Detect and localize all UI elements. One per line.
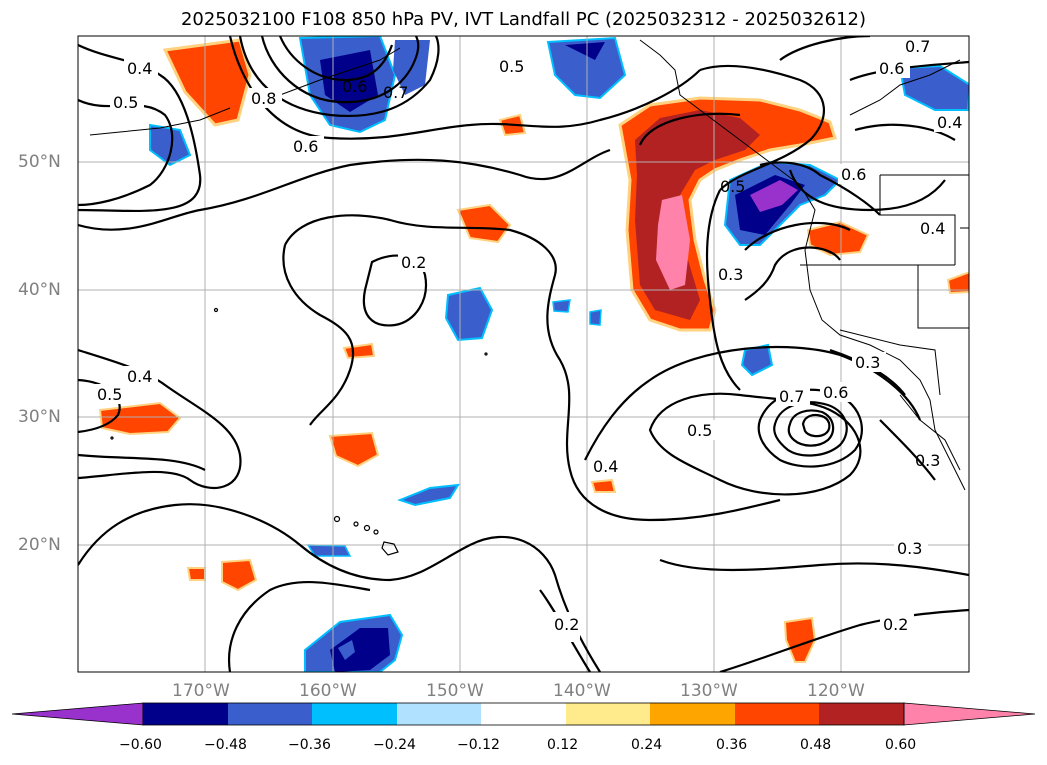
contour-label: 0.5: [720, 177, 745, 196]
contour-label: 0.6: [342, 77, 367, 96]
contour-label: 0.6: [879, 59, 904, 78]
shade-positive: [946, 271, 969, 295]
lon-label: 170°W: [172, 681, 230, 701]
shade-positive: [590, 478, 617, 493]
shade-positive: [221, 558, 258, 592]
shade-positive: [342, 342, 376, 360]
contour-label: 0.6: [293, 137, 318, 156]
shade-negative: [397, 483, 460, 507]
coastlines: [89, 39, 969, 491]
lat-label: 40°N: [18, 280, 61, 300]
contour-label: 0.6: [841, 165, 866, 184]
shade-positive: [186, 567, 206, 581]
contour-label: 0.4: [127, 367, 152, 386]
contour-label: 0.5: [499, 57, 524, 76]
graticule: [78, 36, 969, 672]
colorbar-tick-label: −0.60: [119, 737, 162, 753]
shade-negative: [589, 309, 602, 326]
shade-negative: [565, 42, 605, 60]
hawaiian-islands: [110, 307, 488, 556]
shade-positive: [162, 38, 252, 127]
contour-label: 0.7: [779, 387, 804, 406]
shade-negative: [149, 123, 192, 167]
shade-negative: [552, 299, 571, 313]
lon-label: 150°W: [426, 681, 484, 701]
contour-label: 0.3: [718, 265, 743, 284]
contour-label: 0.3: [855, 353, 880, 372]
contour-label: 0.4: [920, 219, 945, 238]
shade-extreme-negative: [750, 180, 798, 212]
shade-positive: [806, 220, 870, 257]
colorbar: [11, 702, 1036, 726]
lon-label: 160°W: [299, 681, 357, 701]
lon-label: 130°W: [680, 681, 738, 701]
contour-label: 0.6: [823, 383, 848, 402]
contour-label: 0.4: [937, 113, 962, 132]
lat-label: 20°N: [18, 535, 61, 555]
shade-positive: [456, 203, 512, 244]
shading-layer: [98, 36, 969, 672]
contour-label: 0.2: [883, 615, 908, 634]
lat-label: 50°N: [18, 152, 61, 172]
contour-label: 0.2: [554, 615, 579, 634]
shade-negative: [740, 343, 774, 377]
contour-label: 0.4: [593, 457, 618, 476]
contour-label: 0.3: [915, 451, 940, 470]
lon-label: 120°W: [807, 681, 865, 701]
colorbar-tick-label: −0.12: [457, 737, 500, 753]
contour-label: 0.5: [687, 421, 712, 440]
shade-positive: [98, 401, 182, 436]
shade-negative: [444, 286, 494, 342]
map-plot-area: 0.4 0.5 0.6 0.6 0.7 0.8 0.5 0.7 0.6 0.4 …: [78, 36, 969, 672]
shade-positive: [783, 616, 817, 663]
contour-label: 0.8: [251, 89, 276, 108]
contour-label: 0.4: [127, 59, 152, 78]
contour-label-group: 0.4 0.5 0.6 0.6 0.7 0.8 0.5 0.7 0.6 0.4 …: [94, 36, 968, 642]
shade-positive: [328, 431, 380, 468]
shade-negative: [338, 640, 355, 660]
colorbar-tick-label: 0.12: [547, 737, 579, 753]
map-frame: [77, 35, 970, 673]
colorbar-tick-label: −0.24: [373, 737, 416, 753]
lon-label: 140°W: [553, 681, 611, 701]
contour-label: 0.5: [97, 385, 122, 404]
shade-max-positive: [656, 195, 690, 290]
contour-label: 0.2: [401, 253, 426, 272]
contour-label: 0.7: [383, 83, 408, 102]
colorbar-tick-label: 0.48: [800, 737, 832, 753]
pv-contours: [78, 36, 969, 672]
colorbar-tick-label: −0.36: [288, 737, 331, 753]
colorbar-tick-label: 0.36: [716, 737, 748, 753]
colorbar-tick-label: 0.60: [885, 737, 917, 753]
shade-negative: [898, 64, 969, 111]
shade-negative: [306, 544, 352, 557]
contour-label: 0.7: [905, 37, 930, 56]
contour-label: 0.3: [897, 539, 922, 558]
contour-label: 0.5: [113, 93, 138, 112]
map-title: 2025032100 F108 850 hPa PV, IVT Landfall…: [180, 9, 867, 30]
colorbar-tick-label: 0.24: [631, 737, 663, 753]
colorbar-tick-label: −0.48: [204, 737, 247, 753]
shade-negative: [330, 628, 390, 672]
lat-label: 30°N: [18, 407, 61, 427]
